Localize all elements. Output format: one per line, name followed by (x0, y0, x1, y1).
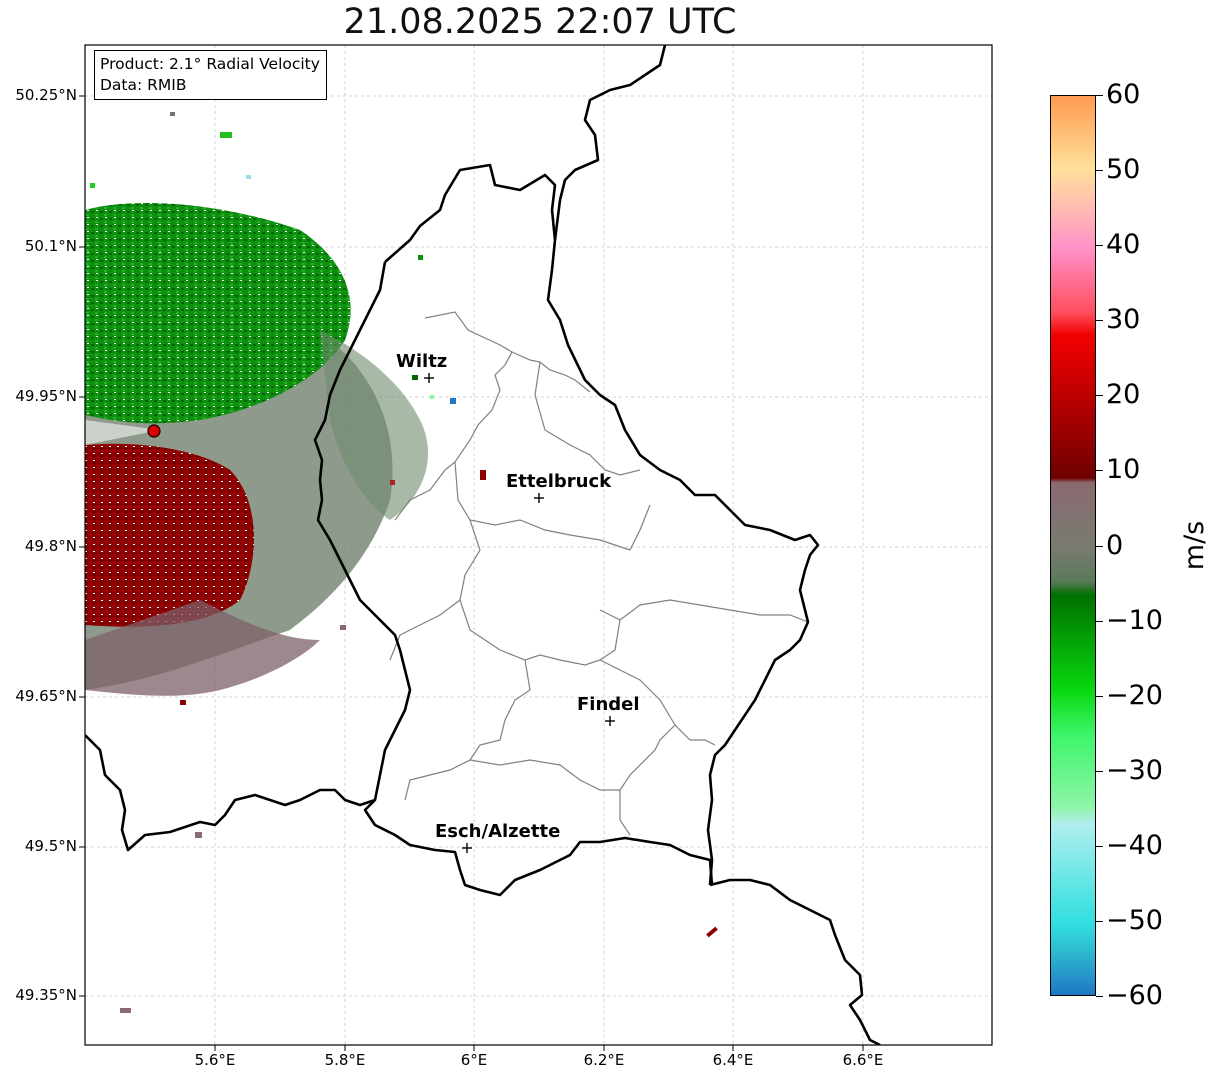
lat-label-49.35: 49.35°N (15, 986, 77, 1004)
colorbar (1050, 95, 1096, 996)
colorbar-tick-label: 20 (1106, 379, 1141, 410)
echo-mixed-east (320, 330, 429, 520)
lon-label-6.2: 6.2°E (583, 1051, 625, 1069)
colorbar-unit-label: m/s (1179, 520, 1207, 571)
colorbar-tick-mark (1096, 170, 1103, 171)
lon-label-6: 6°E (460, 1051, 488, 1069)
colorbar-tick-mark (1096, 95, 1103, 96)
lat-label-49.8: 49.8°N (24, 537, 77, 555)
colorbar-tick-label: 30 (1106, 304, 1141, 335)
lat-label-49.5: 49.5°N (24, 837, 77, 855)
colorbar-tick-mark (1096, 546, 1103, 547)
colorbar-tick-label: −50 (1106, 905, 1163, 936)
lon-label-6.6: 6.6°E (842, 1051, 884, 1069)
city-marker-ettelbruck (534, 493, 544, 503)
colorbar-tick-label: −60 (1106, 980, 1163, 1011)
city-label-findel: Findel (577, 694, 640, 715)
city-label-esch-alzette: Esch/Alzette (435, 821, 561, 842)
lat-label-49.65: 49.65°N (15, 687, 77, 705)
colorbar-tick-label: 10 (1106, 454, 1141, 485)
canton-boundaries (389, 311, 809, 836)
city-label-ettelbruck: Ettelbruck (506, 471, 612, 492)
colorbar-tick-label: 50 (1106, 154, 1141, 185)
border-lux-south (338, 559, 714, 897)
colorbar-tick-mark (1096, 470, 1103, 471)
echo-toward-north (85, 202, 351, 424)
product-label: Product: 2.1° Radial Velocity (100, 55, 320, 73)
map-frame (84, 44, 993, 1046)
colorbar-tick-mark (1096, 771, 1103, 772)
city-label-wiltz: Wiltz (396, 351, 448, 372)
lon-label-6.4: 6.4°E (712, 1051, 754, 1069)
colorbar-tick-mark (1096, 846, 1103, 847)
colorbar-tick-label: 0 (1106, 530, 1124, 561)
echo-away-south (85, 443, 254, 627)
colorbar-tick-mark (1096, 320, 1103, 321)
colorbar-tick-label: 60 (1106, 79, 1141, 110)
city-markers (424, 373, 615, 853)
city-marker-esch (462, 843, 472, 853)
radar-echoes (85, 112, 718, 1013)
lat-label-50.1: 50.1°N (24, 237, 77, 255)
product-info-box: Product: 2.1° Radial Velocity Data: RMIB (94, 50, 327, 100)
radar-beam-white (85, 420, 160, 445)
lat-label-49.95: 49.95°N (15, 387, 77, 405)
map-title: 21.08.2025 22:07 UTC (343, 2, 737, 42)
colorbar-tick-mark (1096, 621, 1103, 622)
city-marker-wiltz (424, 373, 434, 383)
country-borders (85, 45, 881, 1045)
lon-label-5.8: 5.8°E (324, 1051, 366, 1069)
radar-site-marker (147, 424, 161, 438)
border-france-lower (85, 734, 376, 852)
colorbar-tick-mark (1096, 245, 1103, 246)
axis-ticks (79, 95, 864, 1051)
colorbar-tick-label: 40 (1106, 229, 1141, 260)
scattered-pixels (90, 112, 718, 1013)
colorbar-tick-mark (1096, 395, 1103, 396)
colorbar-tick-label: −20 (1106, 680, 1163, 711)
data-source-label: Data: RMIB (100, 76, 187, 94)
colorbar-tick-mark (1096, 696, 1103, 697)
colorbar-tick-label: −10 (1106, 605, 1163, 636)
border-france-germany-southeast (709, 878, 881, 1045)
border-germany-east (553, 45, 667, 241)
colorbar-tick-mark (1096, 996, 1103, 997)
city-marker-findel (605, 716, 615, 726)
border-lux-belgium-west (384, 163, 820, 886)
lat-label-50.25: 50.25°N (15, 86, 77, 104)
colorbar-tick-label: −30 (1106, 755, 1163, 786)
border-lux-belgium-wiggle (313, 261, 387, 561)
lon-label-5.6: 5.6°E (194, 1051, 236, 1069)
echo-mixed-southeast (85, 600, 320, 696)
colorbar-tick-label: −40 (1106, 830, 1163, 861)
colorbar-tick-mark (1096, 921, 1103, 922)
